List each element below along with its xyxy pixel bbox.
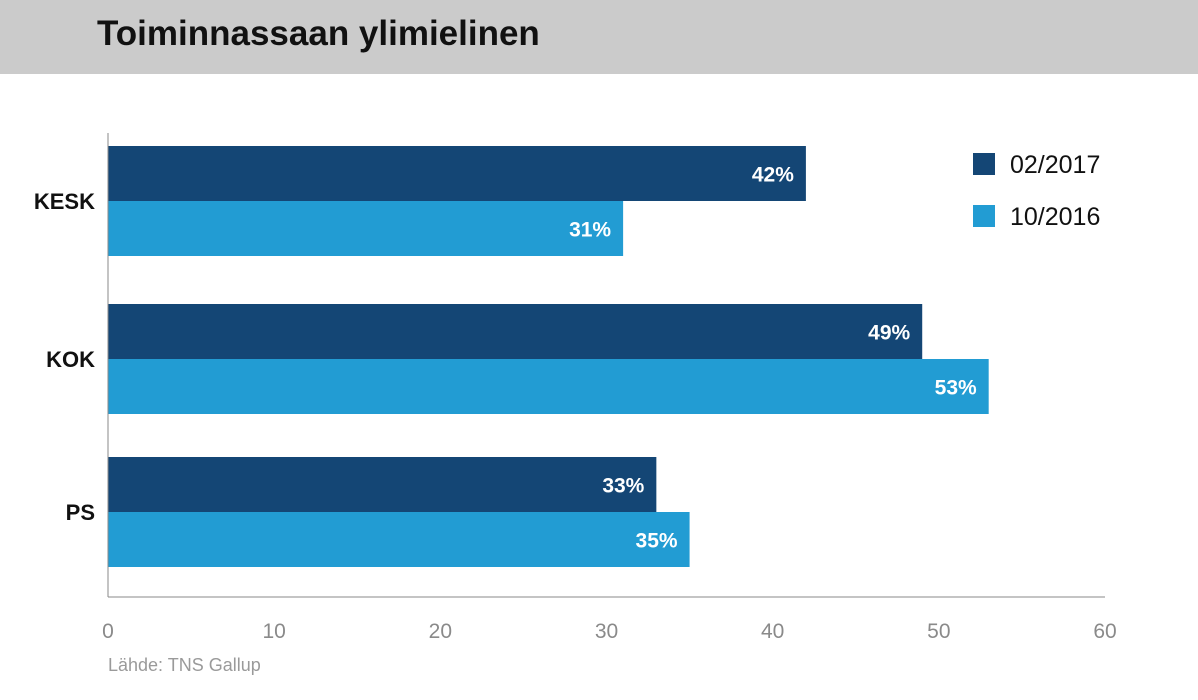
legend-label: 10/2016 <box>1010 203 1100 231</box>
chart-title: Toiminnassaan ylimielinen <box>97 14 540 53</box>
data-label: 49% <box>868 322 910 345</box>
x-tick-label: 60 <box>1093 620 1116 643</box>
bar-ps-02-2017 <box>108 457 657 512</box>
x-tick-label: 40 <box>761 620 784 643</box>
x-tick-label: 50 <box>927 620 950 643</box>
legend-swatch <box>973 153 995 175</box>
bar-kesk-10-2016 <box>108 201 624 256</box>
category-label: KOK <box>46 347 95 372</box>
source-note: Lähde: TNS Gallup <box>108 655 261 675</box>
title-band: Toiminnassaan ylimielinen <box>0 0 1198 74</box>
x-tick-label: 30 <box>595 620 618 643</box>
data-label: 31% <box>569 219 611 242</box>
x-tick-label: 0 <box>102 620 114 643</box>
legend-swatch <box>973 205 995 227</box>
bar-kesk-02-2017 <box>108 146 806 201</box>
x-tick-label: 20 <box>429 620 452 643</box>
bar-kok-10-2016 <box>108 359 989 414</box>
bar-kok-02-2017 <box>108 304 923 359</box>
category-label: PS <box>66 500 95 525</box>
data-label: 42% <box>752 164 794 187</box>
x-tick-label: 10 <box>262 620 285 643</box>
bar-ps-10-2016 <box>108 512 690 567</box>
data-label: 53% <box>935 377 977 400</box>
legend-label: 02/2017 <box>1010 151 1100 179</box>
data-label: 35% <box>636 530 678 553</box>
data-label: 33% <box>602 475 644 498</box>
category-label: KESK <box>34 189 95 214</box>
